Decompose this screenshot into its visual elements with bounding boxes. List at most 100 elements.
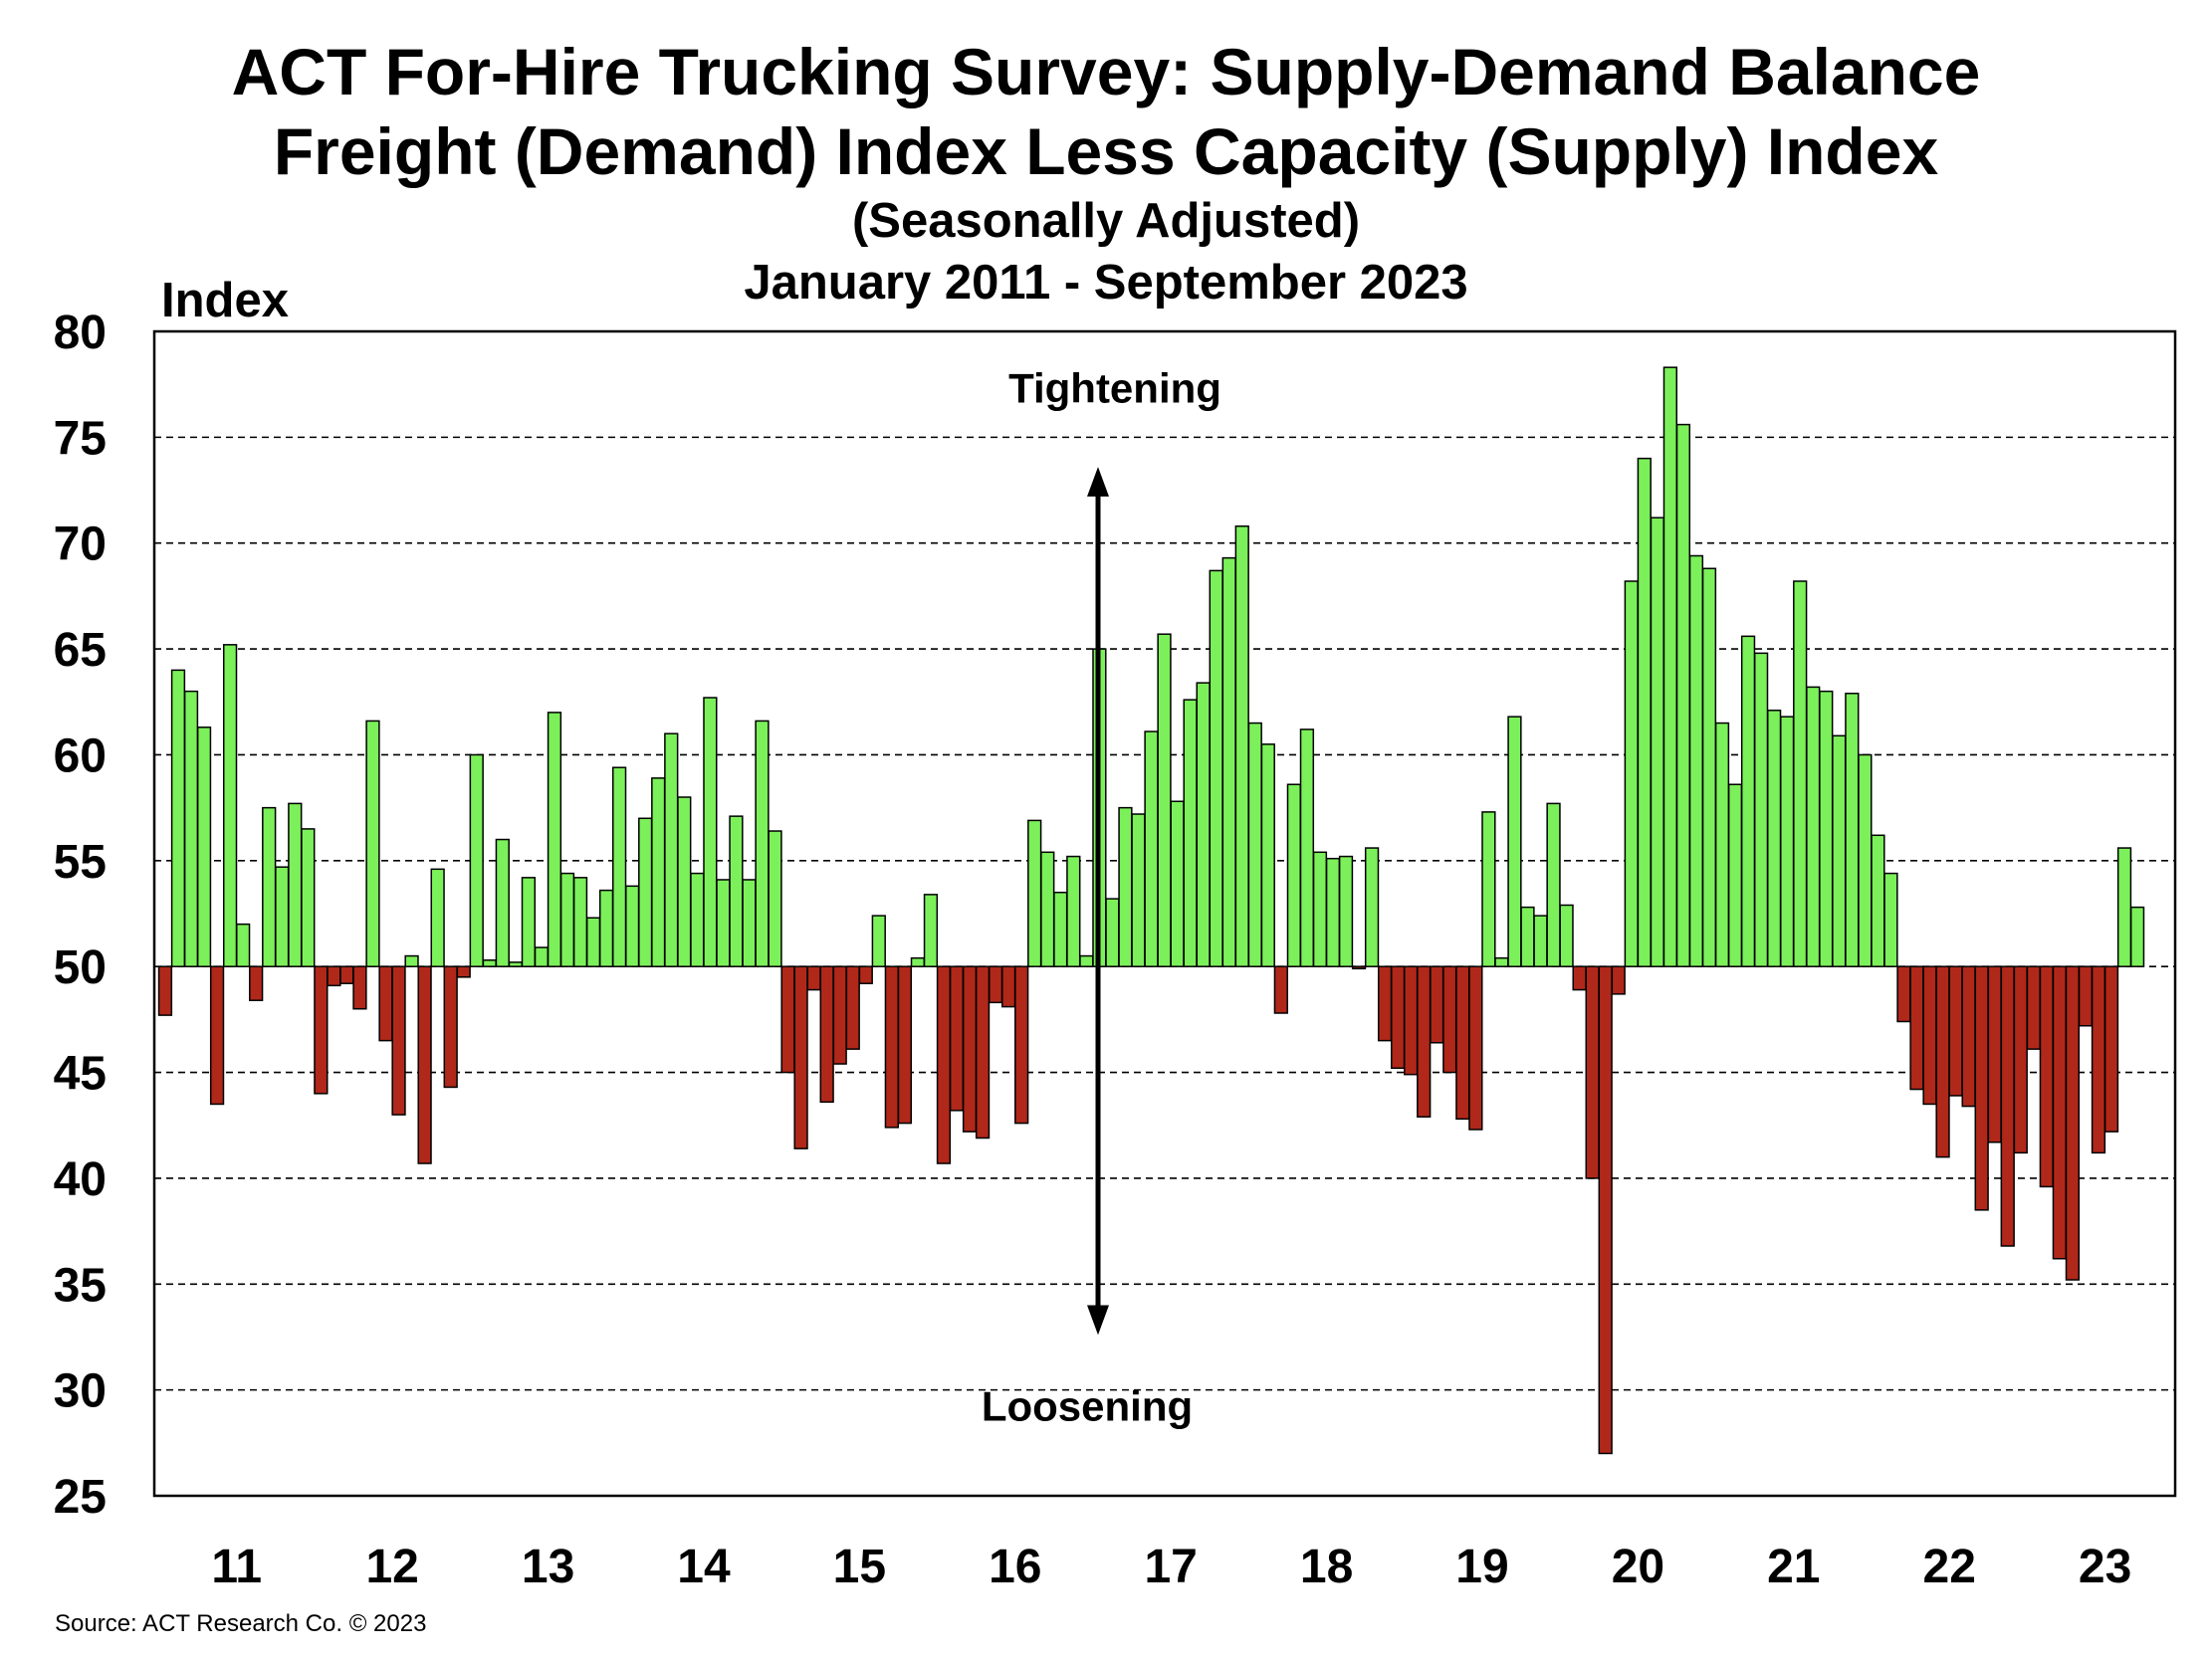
x-tick-label: 23 bbox=[2079, 1541, 2131, 1593]
bar bbox=[1714, 722, 1730, 967]
bar bbox=[1819, 690, 1834, 967]
bars bbox=[157, 366, 2145, 1455]
plot-border bbox=[152, 329, 2177, 1498]
bar bbox=[1637, 457, 1652, 967]
bar bbox=[1404, 965, 1419, 1076]
bar bbox=[1858, 753, 1873, 967]
bar bbox=[638, 817, 653, 967]
bar bbox=[871, 915, 886, 967]
bar bbox=[897, 965, 913, 1125]
bar bbox=[1559, 904, 1574, 967]
bar bbox=[1338, 855, 1354, 967]
bar bbox=[936, 965, 952, 1164]
bar bbox=[651, 777, 666, 967]
bar bbox=[262, 806, 277, 967]
bar bbox=[1546, 802, 1561, 967]
bar bbox=[1883, 872, 1898, 967]
annotations: Tightening Loosening bbox=[982, 364, 1221, 1429]
bar bbox=[793, 965, 808, 1149]
bar bbox=[1481, 811, 1496, 967]
bar bbox=[1468, 965, 1483, 1131]
y-tick-label: 50 bbox=[54, 941, 107, 994]
bar bbox=[1611, 965, 1626, 995]
y-tick-label: 40 bbox=[54, 1153, 107, 1206]
bar bbox=[611, 766, 627, 967]
bar bbox=[2000, 965, 2015, 1247]
y-tick-label: 25 bbox=[54, 1471, 107, 1524]
y-tick-label: 75 bbox=[54, 412, 107, 465]
bar bbox=[858, 965, 873, 984]
bar bbox=[1442, 965, 1457, 1074]
bar bbox=[2065, 965, 2081, 1281]
bar bbox=[196, 726, 212, 967]
bar bbox=[1793, 580, 1808, 967]
bar bbox=[288, 802, 303, 967]
bar bbox=[2039, 965, 2054, 1188]
bar bbox=[1170, 800, 1185, 967]
bar bbox=[2116, 847, 2132, 967]
bar bbox=[339, 965, 354, 984]
bar bbox=[508, 961, 523, 967]
bar bbox=[988, 965, 1003, 1004]
bar bbox=[1961, 965, 1976, 1108]
bar bbox=[1832, 734, 1847, 967]
bar bbox=[1234, 524, 1249, 967]
bar bbox=[1364, 847, 1380, 967]
bar bbox=[1727, 783, 1743, 967]
bar bbox=[1780, 716, 1795, 967]
bar bbox=[275, 866, 290, 967]
bar bbox=[170, 669, 186, 967]
x-tick-label: 15 bbox=[833, 1541, 886, 1593]
bar bbox=[495, 838, 510, 967]
bar bbox=[314, 965, 329, 1095]
bar bbox=[2103, 965, 2119, 1133]
bar bbox=[1196, 682, 1211, 967]
bar bbox=[1391, 965, 1406, 1070]
bar bbox=[1624, 580, 1639, 967]
bar bbox=[1845, 693, 1860, 967]
bar bbox=[1053, 891, 1068, 967]
bar bbox=[1066, 855, 1081, 967]
annotation-tightening: Tightening bbox=[1008, 364, 1221, 411]
y-axis-label: Index bbox=[161, 274, 289, 327]
bar bbox=[768, 830, 782, 967]
bar bbox=[690, 872, 705, 967]
bar bbox=[327, 965, 341, 987]
chart-subtitle: Freight (Demand) Index Less Capacity (Su… bbox=[273, 114, 1939, 188]
y-tick-label: 80 bbox=[54, 307, 107, 359]
bar bbox=[923, 894, 939, 967]
bar bbox=[430, 868, 445, 967]
bar bbox=[1351, 965, 1367, 970]
bar bbox=[1974, 965, 1989, 1211]
bar bbox=[1520, 906, 1535, 967]
bar bbox=[404, 954, 419, 967]
bar bbox=[547, 712, 562, 967]
bar bbox=[703, 697, 718, 967]
bar bbox=[1650, 517, 1664, 967]
bar bbox=[2078, 965, 2094, 1027]
bar bbox=[845, 965, 860, 1050]
bar bbox=[625, 885, 640, 967]
bar bbox=[443, 965, 458, 1089]
bar bbox=[1507, 716, 1522, 967]
bar bbox=[365, 720, 380, 967]
bar bbox=[1157, 633, 1172, 967]
bar bbox=[716, 879, 731, 967]
bar bbox=[1377, 965, 1393, 1042]
bar bbox=[910, 956, 926, 967]
bar bbox=[975, 965, 991, 1140]
bar bbox=[1027, 819, 1042, 967]
bar bbox=[391, 965, 406, 1116]
x-tick-label: 12 bbox=[365, 1541, 418, 1593]
source-note: Source: ACT Research Co. © 2023 bbox=[55, 1610, 427, 1637]
bar bbox=[249, 965, 264, 1001]
arrow-head-down bbox=[1087, 1305, 1109, 1336]
x-tick-label: 20 bbox=[1612, 1541, 1664, 1593]
x-tick-label: 22 bbox=[1923, 1541, 1976, 1593]
bar bbox=[1871, 834, 1885, 967]
y-tick-label: 65 bbox=[54, 624, 107, 677]
bar bbox=[1273, 965, 1288, 1014]
bar bbox=[1688, 554, 1704, 967]
bar bbox=[806, 965, 821, 991]
bar bbox=[1766, 710, 1782, 967]
